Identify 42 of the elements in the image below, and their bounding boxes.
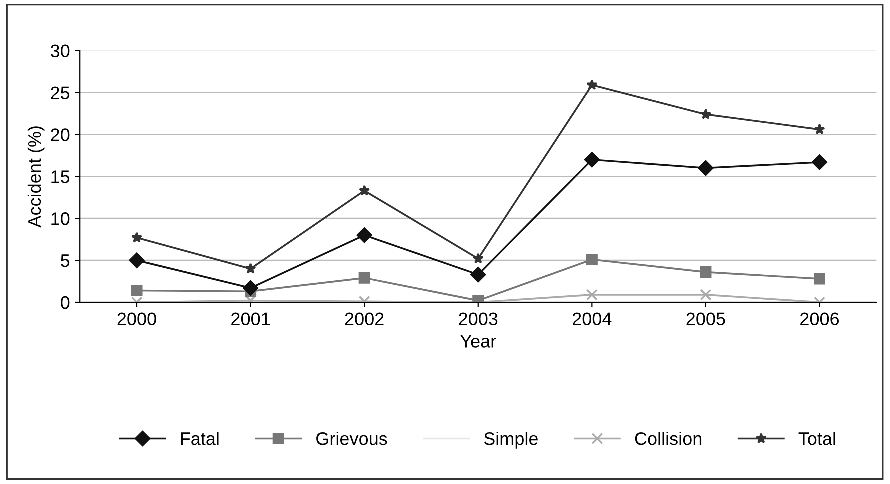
legend-label: Fatal [181, 432, 219, 446]
legend-label: Total [798, 432, 836, 446]
legend-label: Grievous [316, 432, 388, 446]
y-tick-label: 5 [61, 254, 70, 268]
point [470, 267, 486, 283]
legend-label: Collision [635, 432, 702, 446]
point [698, 160, 714, 176]
point [131, 232, 143, 243]
point [129, 252, 145, 268]
point [243, 280, 259, 296]
point [812, 154, 828, 170]
point [814, 273, 826, 285]
y-tick-label: 10 [52, 212, 70, 226]
point [700, 108, 712, 120]
point [586, 289, 598, 301]
x-tick-label: 2005 [686, 312, 726, 326]
y-tick-label: 25 [51, 86, 70, 100]
y-tick-label: 20 [51, 128, 70, 142]
point [358, 272, 370, 284]
y-axis-title: Accident (%) [28, 126, 45, 228]
point [586, 254, 598, 266]
x-tick-label: 2000 [118, 312, 156, 326]
point [472, 253, 484, 264]
point [131, 284, 143, 297]
point [700, 266, 712, 278]
y-tick-label: 15 [52, 170, 70, 184]
point [356, 228, 372, 244]
y-tick-label: 30 [50, 44, 70, 58]
x-tick-label: 2006 [800, 312, 840, 326]
point [584, 152, 600, 168]
point [245, 263, 256, 274]
x-tick-label: 2004 [572, 312, 612, 326]
x-axis-title: Year [460, 335, 496, 348]
point [700, 289, 712, 301]
legend-label: Simple [484, 432, 538, 449]
x-tick-label: 2003 [459, 312, 498, 326]
point [586, 79, 598, 90]
point [359, 185, 370, 196]
x-tick-label: 2002 [345, 312, 384, 326]
y-tick-label: 0 [61, 296, 70, 310]
point [814, 124, 826, 135]
x-tick-label: 2001 [232, 312, 270, 326]
